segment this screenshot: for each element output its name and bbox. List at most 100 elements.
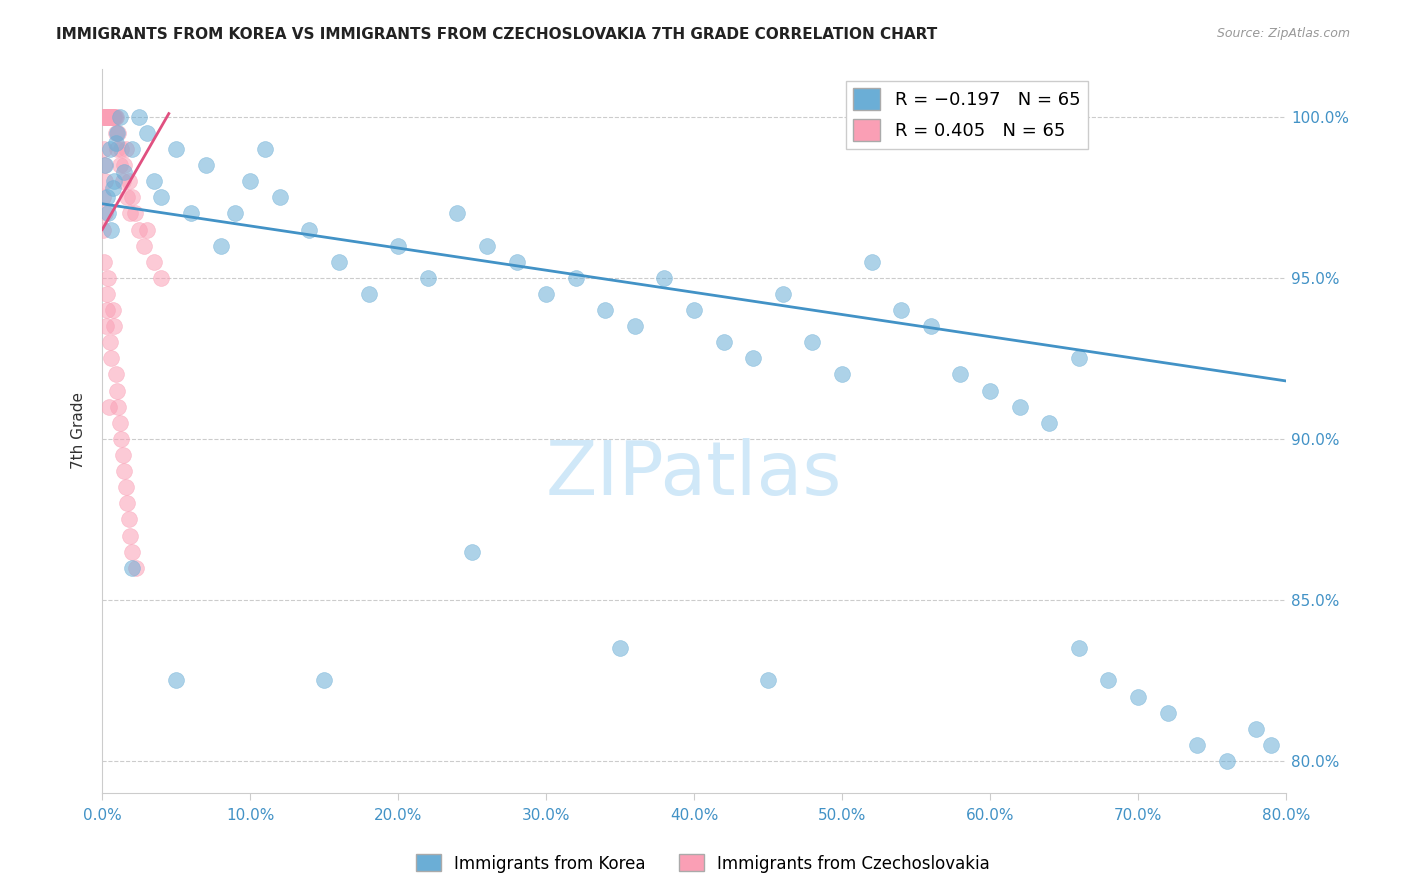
- Point: [890, 303, 912, 318]
- Point: [624, 319, 647, 334]
- Point: [1185, 738, 1208, 752]
- Point: [121, 544, 143, 558]
- Point: [94, 174, 117, 188]
- Point: [120, 206, 142, 220]
- Point: [108, 416, 131, 430]
- Point: [93, 142, 115, 156]
- Point: [121, 142, 143, 156]
- Legend: R = −0.197   N = 65, R = 0.405   N = 65: R = −0.197 N = 65, R = 0.405 N = 65: [846, 81, 1087, 149]
- Point: [97, 110, 120, 124]
- Point: [96, 110, 118, 124]
- Point: [194, 158, 217, 172]
- Point: [416, 271, 439, 285]
- Point: [105, 126, 128, 140]
- Point: [446, 206, 468, 220]
- Point: [97, 110, 120, 124]
- Point: [100, 222, 122, 236]
- Text: Source: ZipAtlas.com: Source: ZipAtlas.com: [1216, 27, 1350, 40]
- Point: [328, 254, 350, 268]
- Point: [101, 110, 124, 124]
- Point: [135, 222, 157, 236]
- Point: [103, 110, 125, 124]
- Point: [224, 206, 246, 220]
- Point: [117, 496, 139, 510]
- Point: [112, 158, 135, 172]
- Point: [117, 190, 139, 204]
- Point: [253, 142, 276, 156]
- Point: [121, 190, 143, 204]
- Point: [98, 110, 121, 124]
- Point: [654, 271, 676, 285]
- Point: [120, 528, 142, 542]
- Point: [104, 110, 127, 124]
- Point: [831, 368, 853, 382]
- Point: [150, 271, 173, 285]
- Point: [96, 303, 118, 318]
- Point: [165, 673, 187, 688]
- Point: [1216, 754, 1239, 768]
- Point: [298, 222, 321, 236]
- Point: [128, 110, 150, 124]
- Y-axis label: 7th Grade: 7th Grade: [72, 392, 86, 469]
- Point: [128, 222, 150, 236]
- Point: [595, 303, 617, 318]
- Point: [112, 164, 135, 178]
- Point: [150, 190, 173, 204]
- Point: [683, 303, 706, 318]
- Point: [111, 448, 134, 462]
- Point: [100, 351, 122, 366]
- Point: [1067, 641, 1090, 656]
- Point: [108, 110, 131, 124]
- Point: [1126, 690, 1149, 704]
- Point: [104, 368, 127, 382]
- Point: [143, 254, 166, 268]
- Point: [713, 335, 735, 350]
- Point: [98, 110, 121, 124]
- Point: [357, 287, 380, 301]
- Point: [269, 190, 291, 204]
- Point: [105, 384, 128, 398]
- Point: [103, 174, 125, 188]
- Point: [93, 190, 115, 204]
- Point: [534, 287, 557, 301]
- Point: [110, 432, 132, 446]
- Point: [135, 126, 157, 140]
- Point: [165, 142, 187, 156]
- Point: [860, 254, 883, 268]
- Text: ZIPatlas: ZIPatlas: [546, 438, 842, 511]
- Point: [801, 335, 824, 350]
- Point: [103, 110, 125, 124]
- Point: [1246, 722, 1268, 736]
- Point: [105, 142, 128, 156]
- Point: [1008, 400, 1031, 414]
- Point: [96, 287, 118, 301]
- Point: [98, 335, 121, 350]
- Point: [239, 174, 262, 188]
- Point: [121, 560, 143, 574]
- Text: IMMIGRANTS FROM KOREA VS IMMIGRANTS FROM CZECHOSLOVAKIA 7TH GRADE CORRELATION CH: IMMIGRANTS FROM KOREA VS IMMIGRANTS FROM…: [56, 27, 938, 42]
- Point: [461, 544, 484, 558]
- Point: [564, 271, 586, 285]
- Point: [105, 126, 128, 140]
- Point: [111, 174, 134, 188]
- Point: [1260, 738, 1282, 752]
- Point: [1097, 673, 1119, 688]
- Point: [94, 110, 117, 124]
- Point: [756, 673, 779, 688]
- Point: [1038, 416, 1060, 430]
- Point: [97, 206, 120, 220]
- Point: [387, 238, 409, 252]
- Point: [115, 142, 138, 156]
- Point: [475, 238, 498, 252]
- Point: [949, 368, 972, 382]
- Point: [742, 351, 765, 366]
- Point: [93, 110, 115, 124]
- Point: [94, 206, 117, 220]
- Point: [93, 254, 115, 268]
- Point: [108, 158, 131, 172]
- Point: [118, 174, 141, 188]
- Point: [124, 206, 146, 220]
- Point: [96, 190, 118, 204]
- Point: [98, 142, 121, 156]
- Point: [180, 206, 202, 220]
